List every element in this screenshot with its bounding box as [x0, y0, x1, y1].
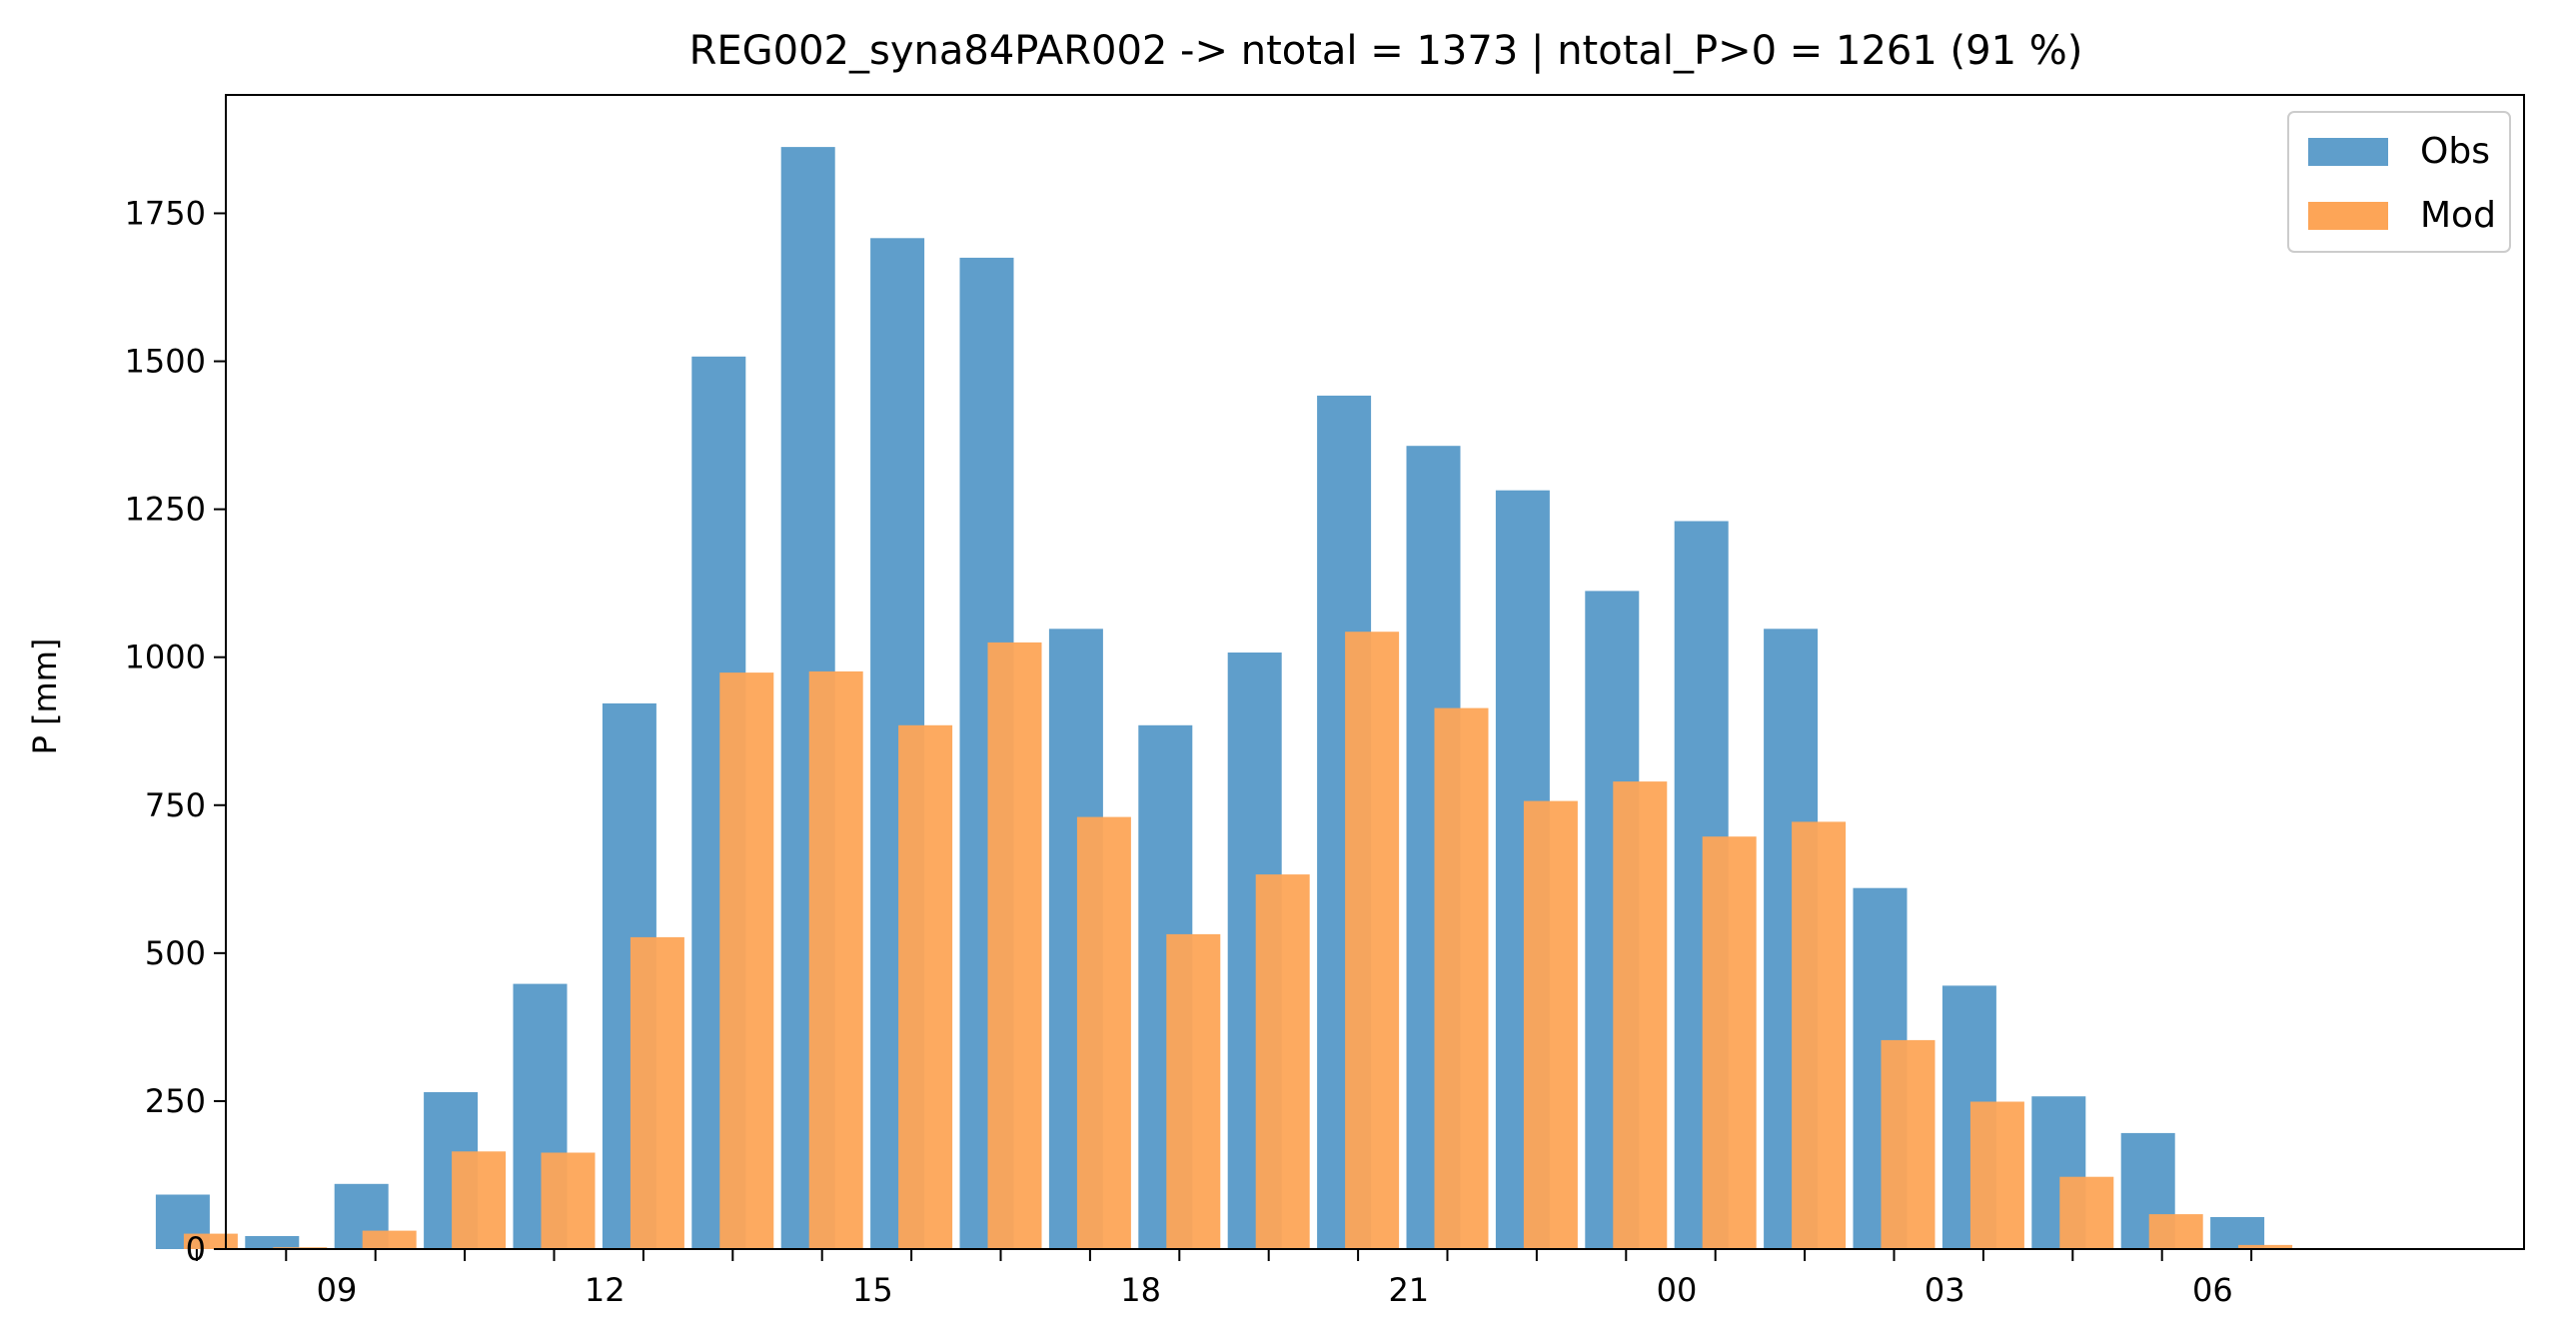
mod-bar-23: [1523, 800, 1578, 1249]
mod-bar-05: [2059, 1176, 2114, 1249]
mod-bar-15: [808, 671, 863, 1249]
legend-swatch-mod: [2308, 202, 2388, 230]
mod-bar-13: [630, 936, 684, 1249]
x-axis: 09 12 15 18 21 00 03 06: [195, 1249, 2253, 1309]
mod-bars: [183, 632, 2293, 1249]
x-tick-label: 18: [1120, 1271, 1161, 1309]
y-axis-label: P [mm]: [26, 639, 64, 755]
mod-bar-20: [1255, 874, 1310, 1249]
x-tick-label: 15: [852, 1271, 893, 1309]
mod-bar-02: [1792, 821, 1847, 1249]
mod-bar-19: [1166, 933, 1221, 1249]
y-tick-label: 1000: [125, 639, 206, 676]
obs-bars: [155, 147, 2265, 1250]
mod-bar-00: [1613, 781, 1668, 1249]
x-tick-label: 09: [317, 1271, 358, 1309]
plot-frame: [225, 94, 2525, 1250]
mod-bar-07: [2238, 1244, 2293, 1249]
mod-bar-11: [452, 1151, 507, 1249]
legend: Obs Mod: [2287, 111, 2511, 253]
mod-bar-22: [1434, 707, 1489, 1249]
x-tick-label: 03: [1925, 1271, 1965, 1309]
mod-bar-06: [2148, 1214, 2203, 1249]
legend-swatch-obs: [2308, 138, 2388, 166]
x-tick-label: 06: [2192, 1271, 2233, 1309]
legend-label-obs: Obs: [2420, 131, 2490, 172]
y-tick-label: 0: [186, 1230, 206, 1268]
mod-bar-04: [1969, 1101, 2024, 1249]
chart-title: REG002_syna84PAR002 -> ntotal = 1373 | n…: [689, 28, 2083, 74]
mod-bar-01: [1702, 836, 1757, 1249]
y-tick-label: 1750: [125, 194, 206, 232]
y-tick-label: 500: [145, 934, 206, 972]
mod-bar-08: [183, 1233, 238, 1249]
x-tick-label: 12: [585, 1271, 626, 1309]
obs-bar-07: [2210, 1217, 2265, 1249]
y-tick-label: 1250: [125, 491, 206, 529]
y-tick-label: 750: [145, 786, 206, 824]
mod-bar-14: [719, 672, 774, 1249]
mod-bar-17: [987, 642, 1042, 1249]
mod-bar-12: [541, 1152, 596, 1249]
mod-bar-18: [1076, 816, 1131, 1249]
y-axis: 0 250 500 750 1000 1250 1500 1750: [125, 194, 226, 1268]
mod-bar-16: [898, 724, 953, 1249]
obs-bar-09: [245, 1236, 300, 1249]
mod-bar-10: [362, 1230, 417, 1249]
y-tick-label: 250: [145, 1082, 206, 1120]
mod-bar-21: [1345, 632, 1400, 1249]
mod-bar-03: [1881, 1039, 1935, 1249]
x-tick-label: 00: [1657, 1271, 1698, 1309]
y-tick-label: 1500: [125, 343, 206, 381]
legend-label-mod: Mod: [2420, 195, 2496, 236]
x-tick-label: 21: [1388, 1271, 1429, 1309]
